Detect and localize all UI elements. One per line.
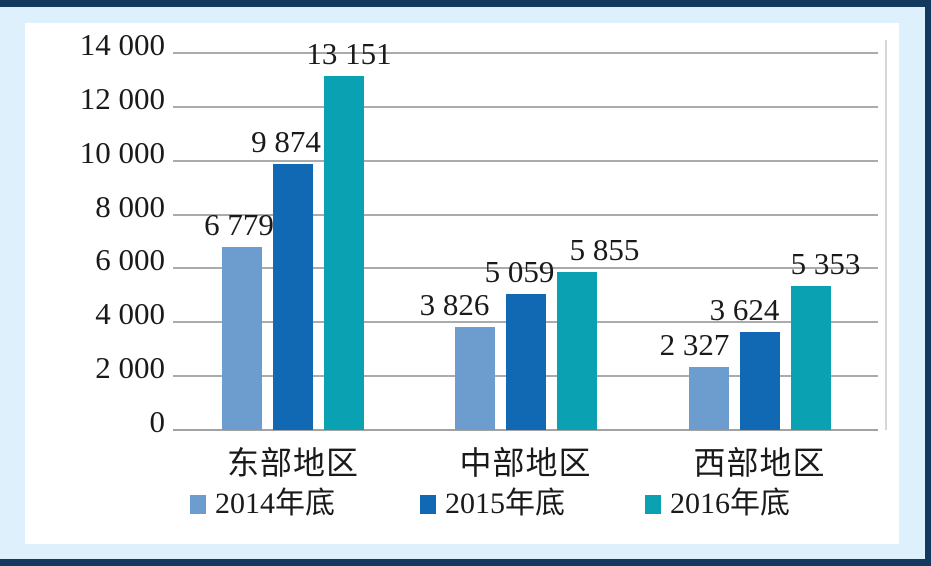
- bar-2016年底-中部地区: [556, 272, 597, 430]
- y-axis-tick-label: 10 000: [79, 134, 165, 170]
- x-axis-category-label: 西部地区: [693, 445, 826, 481]
- legend-item: 2015年底: [420, 488, 565, 520]
- gridline-0: [173, 429, 878, 431]
- y-axis-tick-label: 8 000: [95, 188, 165, 224]
- chart-card: [25, 23, 899, 544]
- bar-value-label: 13 151: [306, 35, 392, 71]
- y-axis-tick-label: 0: [149, 404, 166, 439]
- right-border-bar: [925, 0, 931, 566]
- bar-value-label: 6 779: [204, 207, 274, 243]
- legend-label: 2016年底: [670, 487, 790, 520]
- bar-2014年底-东部地区: [222, 247, 262, 430]
- legend-item: 2014年底: [190, 488, 335, 520]
- x-axis-category-label: 中部地区: [459, 445, 592, 481]
- bottom-border-bar: [0, 559, 931, 566]
- y-axis-tick-label: 4 000: [95, 296, 165, 332]
- bar-value-label: 9 874: [251, 124, 321, 160]
- y-axis-tick-label: 6 000: [95, 242, 165, 278]
- legend-label: 2015年底: [445, 487, 565, 520]
- gridline-8000: [173, 213, 878, 216]
- legend-color-swatch: [190, 494, 206, 514]
- gridline-12000: [173, 105, 878, 108]
- bar-value-label: 3 624: [709, 292, 780, 328]
- x-axis-category-label: 东部地区: [226, 445, 359, 481]
- bar-2014年底-中部地区: [454, 326, 495, 430]
- top-border-bar: [0, 0, 931, 7]
- bar-2014年底-西部地区: [688, 367, 729, 430]
- legend-item: 2016年底: [645, 488, 790, 520]
- bar-2016年底-东部地区: [324, 75, 364, 430]
- bar-value-label: 5 059: [484, 253, 555, 289]
- bar-value-label: 5 353: [790, 245, 861, 281]
- legend-color-swatch: [645, 494, 661, 514]
- bar-2015年底-东部地区: [273, 164, 313, 430]
- plot-right-border: [885, 40, 887, 430]
- gridline-6000: [173, 267, 878, 270]
- y-axis-tick-label: 12 000: [79, 80, 165, 116]
- gridline-10000: [173, 159, 878, 162]
- bar-2015年底-中部地区: [505, 293, 546, 430]
- legend-label: 2014年底: [215, 487, 335, 520]
- y-axis-tick-label: 14 000: [79, 27, 165, 62]
- bar-value-label: 2 327: [659, 327, 730, 363]
- legend-color-swatch: [420, 494, 436, 514]
- bar-value-label: 3 826: [419, 286, 490, 322]
- gridline-14000: [173, 52, 878, 54]
- y-axis-tick-label: 2 000: [95, 350, 165, 386]
- bar-2015年底-西部地区: [739, 332, 780, 430]
- bar-value-label: 5 855: [569, 232, 640, 268]
- bar-2016年底-西部地区: [790, 285, 831, 430]
